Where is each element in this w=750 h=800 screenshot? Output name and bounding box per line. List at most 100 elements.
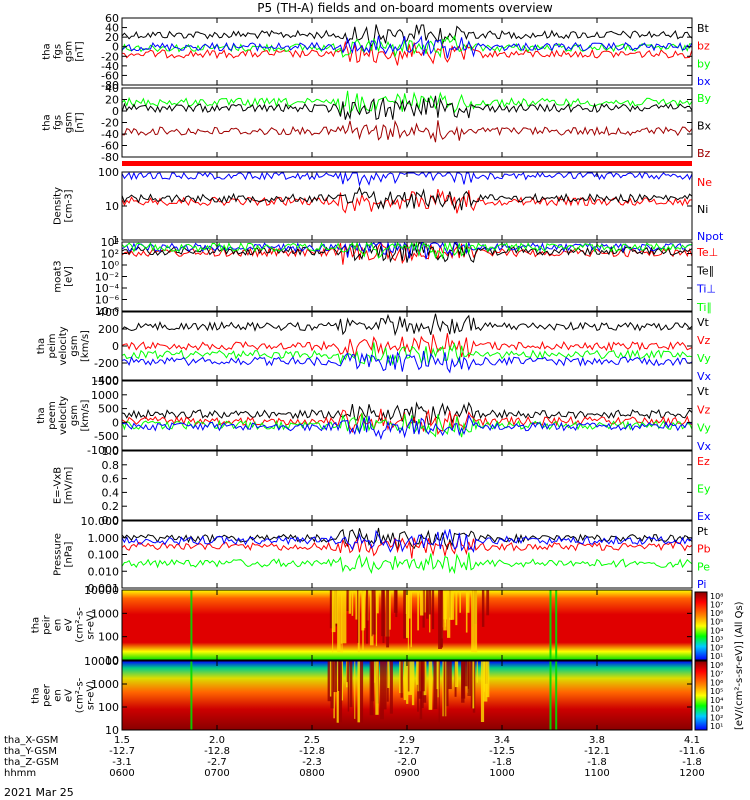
heatmap-stripe — [467, 661, 472, 696]
y-axis-label: tha — [31, 617, 42, 633]
panel-density: Ne Ni Npot 100 10 1 Density [cm-3] — [53, 166, 724, 247]
colorbar-tick: 10⁶ — [710, 678, 723, 687]
colorbar-tick: 10⁴ — [710, 626, 723, 635]
heatmap-stripe — [447, 590, 451, 638]
heatmap-stripe — [555, 590, 558, 660]
heatmap-stripe — [445, 661, 449, 707]
legend-entry: Vx — [697, 440, 712, 453]
y-tick-label: 10² — [101, 248, 119, 261]
heatmap-stripe — [387, 661, 390, 688]
y-axis-label: gsm — [69, 405, 80, 426]
y-tick-label: 0.0 — [102, 514, 120, 527]
series-By — [121, 90, 693, 115]
y-axis-label: [mV/m] — [64, 467, 75, 505]
heatmap-stripe — [335, 590, 338, 624]
heatmap-stripe — [395, 590, 398, 618]
panel-peim_velocity: Vt Vz Vy Vx 400 200 0 -200 -400 tha peim velocity gs… — [36, 306, 712, 387]
heatmap-stripe — [428, 661, 433, 710]
heatmap-stripe — [190, 661, 193, 730]
panel-pressure: Pt Pb Pe Pi 10.000 1.000 0.100 0.010 0.001 Pressu… — [53, 515, 711, 595]
y-axis-label: tha — [31, 687, 42, 703]
series-Bz — [121, 119, 693, 143]
y-tick-label: -80 — [101, 79, 119, 92]
legend-entry: Vy — [697, 352, 711, 365]
heatmap-stripe — [463, 661, 468, 687]
legend-entry: Vz — [697, 403, 711, 416]
y-tick-label: 200 — [98, 323, 119, 336]
legend-entry: Pb — [697, 543, 711, 556]
legend-entry: Te⊥ — [696, 246, 718, 259]
heatmap-stripe — [467, 661, 469, 689]
y-axis-label: [km/s] — [80, 330, 91, 362]
heatmap-stripe — [410, 590, 412, 648]
heatmap-stripe — [346, 661, 348, 683]
heatmap-stripe — [421, 661, 425, 692]
heatmap-stripe — [483, 661, 488, 702]
y-tick-label: -200 — [94, 357, 119, 370]
heatmap-stripe — [375, 590, 378, 647]
y-axis-label: E=-VxB — [53, 467, 64, 504]
panel-efield: Ez Ey Ex 1.00.80.60.40.20.0 E=-VxB [mV/m] — [53, 445, 711, 527]
y-tick-label: -400 — [94, 374, 119, 387]
y-tick-label: 0 — [112, 416, 119, 429]
y-tick-label: 1000 — [91, 607, 119, 620]
orbit-value: -1.8 — [682, 757, 702, 768]
colorbar-tick: 10¹ — [710, 652, 723, 661]
heatmap-stripe — [455, 590, 458, 626]
heatmap-stripe — [366, 590, 369, 644]
heatmap-stripe — [400, 661, 403, 698]
y-axis-label: eV — [64, 689, 75, 702]
panel-frame — [121, 450, 693, 521]
heatmap-stripe — [355, 590, 358, 620]
heatmap-stripe — [357, 590, 359, 643]
heatmap-stripe — [386, 590, 390, 648]
heatmap-stripe — [418, 661, 423, 699]
heatmap-stripe — [357, 590, 360, 653]
orbit-row-label: tha_Z-GSM — [4, 757, 59, 768]
legend-entry: Vx — [697, 370, 712, 383]
colorbar-strip — [694, 660, 708, 731]
y-tick-label: 10⁴ — [101, 236, 120, 249]
orbit-value: 3.4 — [494, 735, 510, 746]
orbit-value: 0600 — [109, 768, 134, 779]
y-tick-label: 60 — [105, 12, 119, 25]
orbit-value: 0900 — [394, 768, 419, 779]
mode-bar — [122, 161, 692, 166]
heatmap-stripe — [438, 590, 442, 649]
y-axis-label: en — [53, 619, 64, 632]
orbit-row-label: tha_Y-GSM — [4, 746, 57, 757]
y-tick-label: 10⁻⁶ — [95, 294, 120, 307]
heatmap-stripe — [448, 661, 452, 690]
heatmap-stripe — [336, 661, 339, 723]
heatmap-stripe — [403, 661, 407, 701]
colorbar-tick: 10² — [710, 643, 723, 652]
orbit-row-label: hhmm — [4, 768, 36, 779]
orbit-value: -1.8 — [587, 757, 607, 768]
legend-entry: bz — [697, 40, 710, 53]
orbit-value: -12.7 — [394, 746, 420, 757]
y-tick-label: 10000 — [84, 655, 119, 668]
panel-peer_energy: 10000 1000 100 10 tha peer en eV (cm²-s-sr-eV) — [31, 655, 693, 737]
series-Vy — [121, 342, 693, 366]
y-tick-label: 100 — [98, 166, 119, 179]
y-axis-label: [cm-3] — [64, 189, 75, 222]
heatmap-stripe — [338, 661, 343, 723]
heatmap-stripe — [329, 590, 333, 629]
y-tick-label: 0.100 — [88, 549, 120, 562]
orbit-value: -2.0 — [397, 757, 417, 768]
y-tick-label: 1500 — [91, 375, 119, 388]
orbit-row-label: tha_X-GSM — [4, 735, 58, 746]
heatmap-stripe — [426, 590, 429, 619]
y-tick-label: 1.000 — [88, 532, 120, 545]
y-tick-label: 100 — [98, 631, 119, 644]
y-axis-label: en — [53, 689, 64, 702]
orbit-labels: tha_X-GSM 1.5 2.0 2.5 2.9 3.4 3.8 4.1 tha_Y-GSM -… — [4, 735, 705, 779]
y-tick-label: 20 — [105, 31, 119, 44]
series-Pe — [121, 552, 693, 575]
y-axis-label: peem — [47, 401, 58, 429]
panel-frame — [121, 520, 693, 589]
series-Ni — [121, 186, 693, 211]
